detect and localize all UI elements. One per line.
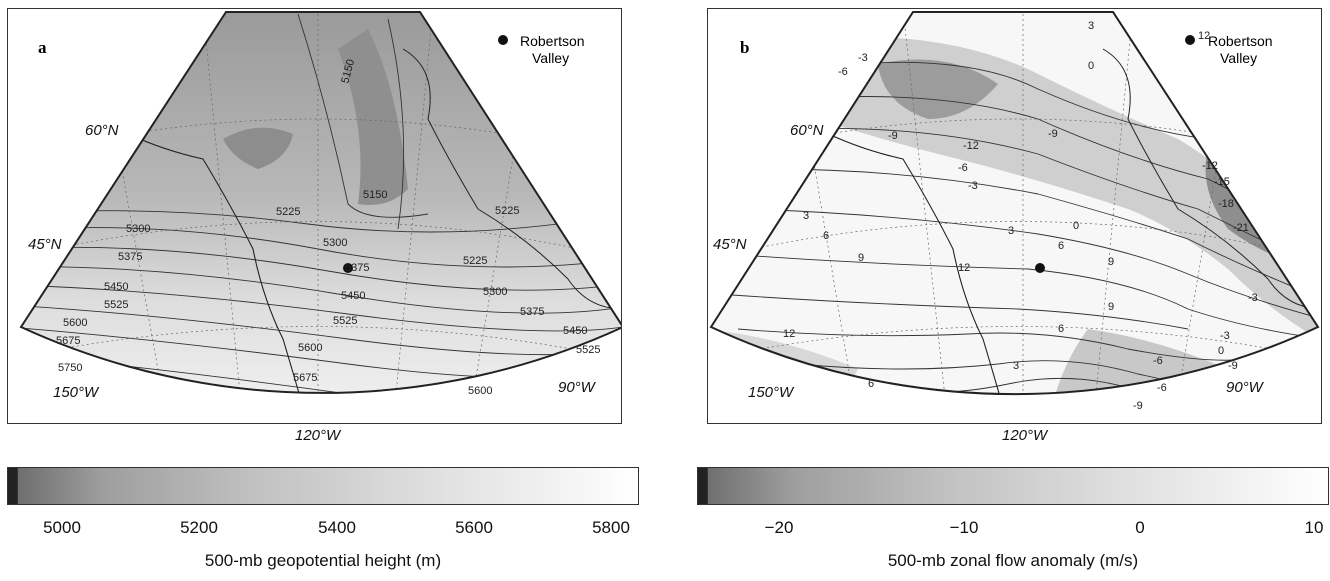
- map-panel-a: a Robertson Valley 60°N 45°N 150°W 90°W …: [7, 8, 622, 424]
- contour-label: 6: [1058, 323, 1064, 335]
- contour-label: 5225: [276, 206, 300, 218]
- contour-label: 5150: [363, 189, 387, 201]
- coastline-a: [117, 128, 309, 393]
- contour-label: -3: [1248, 292, 1258, 304]
- lat-label-60: 60°N: [85, 122, 119, 139]
- contour-label: 5675: [56, 335, 80, 347]
- coastline-b-east: [1102, 48, 1318, 310]
- colorbar-tick: 5600: [455, 518, 493, 537]
- contour-label: 12: [1198, 30, 1210, 42]
- contour-label: -9: [1048, 128, 1058, 140]
- contour-label: 3: [1088, 20, 1094, 32]
- contour-label: 5525: [104, 299, 128, 311]
- lon-label-120-a: 120°W: [295, 427, 341, 444]
- lon-label-90-b: 90°W: [1226, 379, 1265, 396]
- panel-letter-b: b: [740, 38, 749, 57]
- coastline-b: [817, 128, 1009, 395]
- contour-labels-b: -3 -6 -9 -12 -9 -6 -3 0 3 6 9 12 12 9 6 …: [783, 20, 1258, 412]
- contour-label: 6: [823, 230, 829, 242]
- legend-marker-b: [1185, 35, 1195, 45]
- contour-label: 5600: [298, 342, 322, 354]
- contour-label: 5300: [483, 286, 507, 298]
- contour-label: -15: [1214, 176, 1230, 188]
- robertson-valley-marker-a: [343, 263, 353, 273]
- panel-letter-a: a: [38, 38, 47, 57]
- contour-label: 9: [858, 252, 864, 264]
- contour-label: 0: [1073, 220, 1079, 232]
- contour-label: 5450: [341, 290, 365, 302]
- contour-label: 5675: [293, 372, 317, 384]
- contour-label: -9: [1133, 400, 1143, 412]
- contour-label: 5300: [323, 237, 347, 249]
- colorbar-tick: 5200: [180, 518, 218, 537]
- contour-label: 9: [1108, 301, 1114, 313]
- contour-label: 5300: [126, 223, 150, 235]
- contour-label: 12: [958, 262, 970, 274]
- lat-label-45: 45°N: [28, 236, 62, 253]
- map-b-svg: b Robertson Valley 60°N 45°N 150°W 90°W …: [709, 11, 1320, 412]
- contour-label: 5750: [58, 362, 82, 374]
- contour-label: 5375: [118, 251, 142, 263]
- contour-label: 6: [868, 378, 874, 390]
- contour-label: 0: [1218, 345, 1224, 357]
- legend-label-b-2: Valley: [1220, 50, 1257, 66]
- contour-label: 12: [783, 328, 795, 340]
- contour-label: -6: [1157, 382, 1167, 394]
- map-a-svg: a Robertson Valley 60°N 45°N 150°W 90°W …: [19, 11, 621, 401]
- map-panel-b: b Robertson Valley 60°N 45°N 150°W 90°W …: [707, 8, 1322, 424]
- contour-label: 5525: [333, 315, 357, 327]
- colorbar-tick: 5400: [318, 518, 356, 537]
- contour-label: 3: [803, 210, 809, 222]
- contour-label: 9: [1108, 256, 1114, 268]
- contour-label: 5600: [468, 385, 492, 397]
- colorbar-tick: −20: [764, 518, 794, 537]
- colorbar-tick: 5000: [43, 518, 81, 537]
- contour-label: -6: [1153, 355, 1163, 367]
- contour-label: 3: [1013, 360, 1019, 372]
- lon-label-150-b: 150°W: [748, 384, 795, 401]
- colorbar-tick: 5800: [592, 518, 630, 537]
- colorbar-b-title: 500-mb zonal flow anomaly (m/s): [887, 551, 1139, 570]
- contour-label: -21: [1233, 222, 1249, 234]
- coastline-a-east: [402, 48, 621, 310]
- colorbar-a: [7, 467, 639, 505]
- contour-label: -9: [1228, 360, 1238, 372]
- robertson-valley-marker-b: [1035, 263, 1045, 273]
- colorbar-tick: −10: [949, 518, 979, 537]
- contour-label: -6: [958, 162, 968, 174]
- contour-label: 5450: [563, 325, 587, 337]
- contour-label: -12: [1202, 160, 1218, 172]
- contour-label: 5525: [576, 344, 600, 356]
- colorbar-a-title: 500-mb geopotential height (m): [204, 551, 442, 570]
- legend-label-a-1: Robertson: [520, 33, 585, 49]
- lon-label-120-b: 120°W: [1002, 427, 1048, 444]
- lon-label-90: 90°W: [558, 379, 597, 396]
- contour-label: -9: [888, 130, 898, 142]
- contour-label: 6: [1058, 240, 1064, 252]
- lon-label-150: 150°W: [53, 384, 100, 401]
- legend-label-a-2: Valley: [532, 50, 569, 66]
- contour-label: -12: [963, 140, 979, 152]
- contour-label: -6: [838, 66, 848, 78]
- colorbar-tick: 0: [1135, 518, 1145, 537]
- lat-label-60-b: 60°N: [790, 122, 824, 139]
- contour-label: -3: [858, 52, 868, 64]
- contour-label: -3: [1220, 330, 1230, 342]
- contour-label: 5375: [345, 262, 369, 274]
- contour-label: -3: [968, 180, 978, 192]
- legend-marker-a: [498, 35, 508, 45]
- contour-label: 5375: [520, 306, 544, 318]
- contour-labels-a: 5150 5150 5225 5225 5225 5300 5300 5300 …: [56, 58, 600, 397]
- colorbar-tick: 10: [1304, 518, 1324, 537]
- contour-label: 0: [1088, 60, 1094, 72]
- contour-label: -18: [1218, 198, 1234, 210]
- contour-label: 5225: [463, 255, 487, 267]
- colorbar-b: [697, 467, 1329, 505]
- contour-label: 3: [1008, 225, 1014, 237]
- lat-label-45-b: 45°N: [713, 236, 747, 253]
- contour-label: 5600: [63, 317, 87, 329]
- legend-label-b-1: Robertson: [1208, 33, 1273, 49]
- contour-label: 5225: [495, 205, 519, 217]
- contour-label: 5450: [104, 281, 128, 293]
